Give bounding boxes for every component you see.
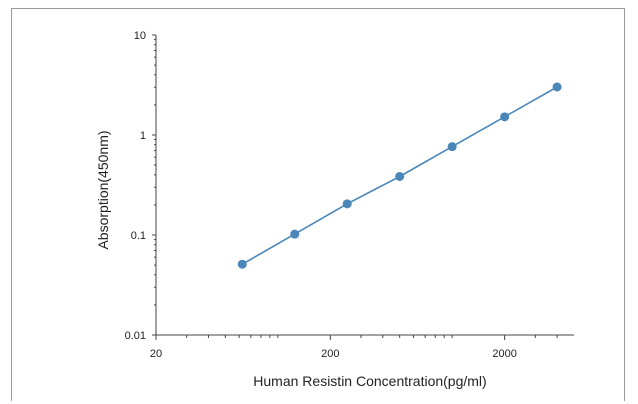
data-point xyxy=(342,199,352,209)
data-point xyxy=(395,171,405,181)
y-axis-label: Absorption(450nm) xyxy=(95,130,111,249)
data-point xyxy=(552,82,562,92)
y-tick-label: 10 xyxy=(134,30,146,42)
data-point xyxy=(500,112,510,122)
series-layer xyxy=(237,82,562,269)
y-tick-label: 0.1 xyxy=(131,230,146,242)
x-axis-label: Human Resistin Concentration(pg/ml) xyxy=(253,373,486,389)
y-tick-label: 1 xyxy=(140,130,146,142)
x-tick-label: 200 xyxy=(321,348,339,360)
axes xyxy=(155,35,574,336)
data-point xyxy=(447,142,457,152)
data-point xyxy=(290,229,300,239)
ticks: 0.01 0.1 1 10 20 200 2000 xyxy=(125,30,558,360)
x-tick-label: 2000 xyxy=(492,348,516,360)
chart-frame xyxy=(11,8,625,401)
y-tick-label: 0.01 xyxy=(125,330,146,342)
x-tick-label: 20 xyxy=(150,348,162,360)
data-point xyxy=(237,259,247,269)
